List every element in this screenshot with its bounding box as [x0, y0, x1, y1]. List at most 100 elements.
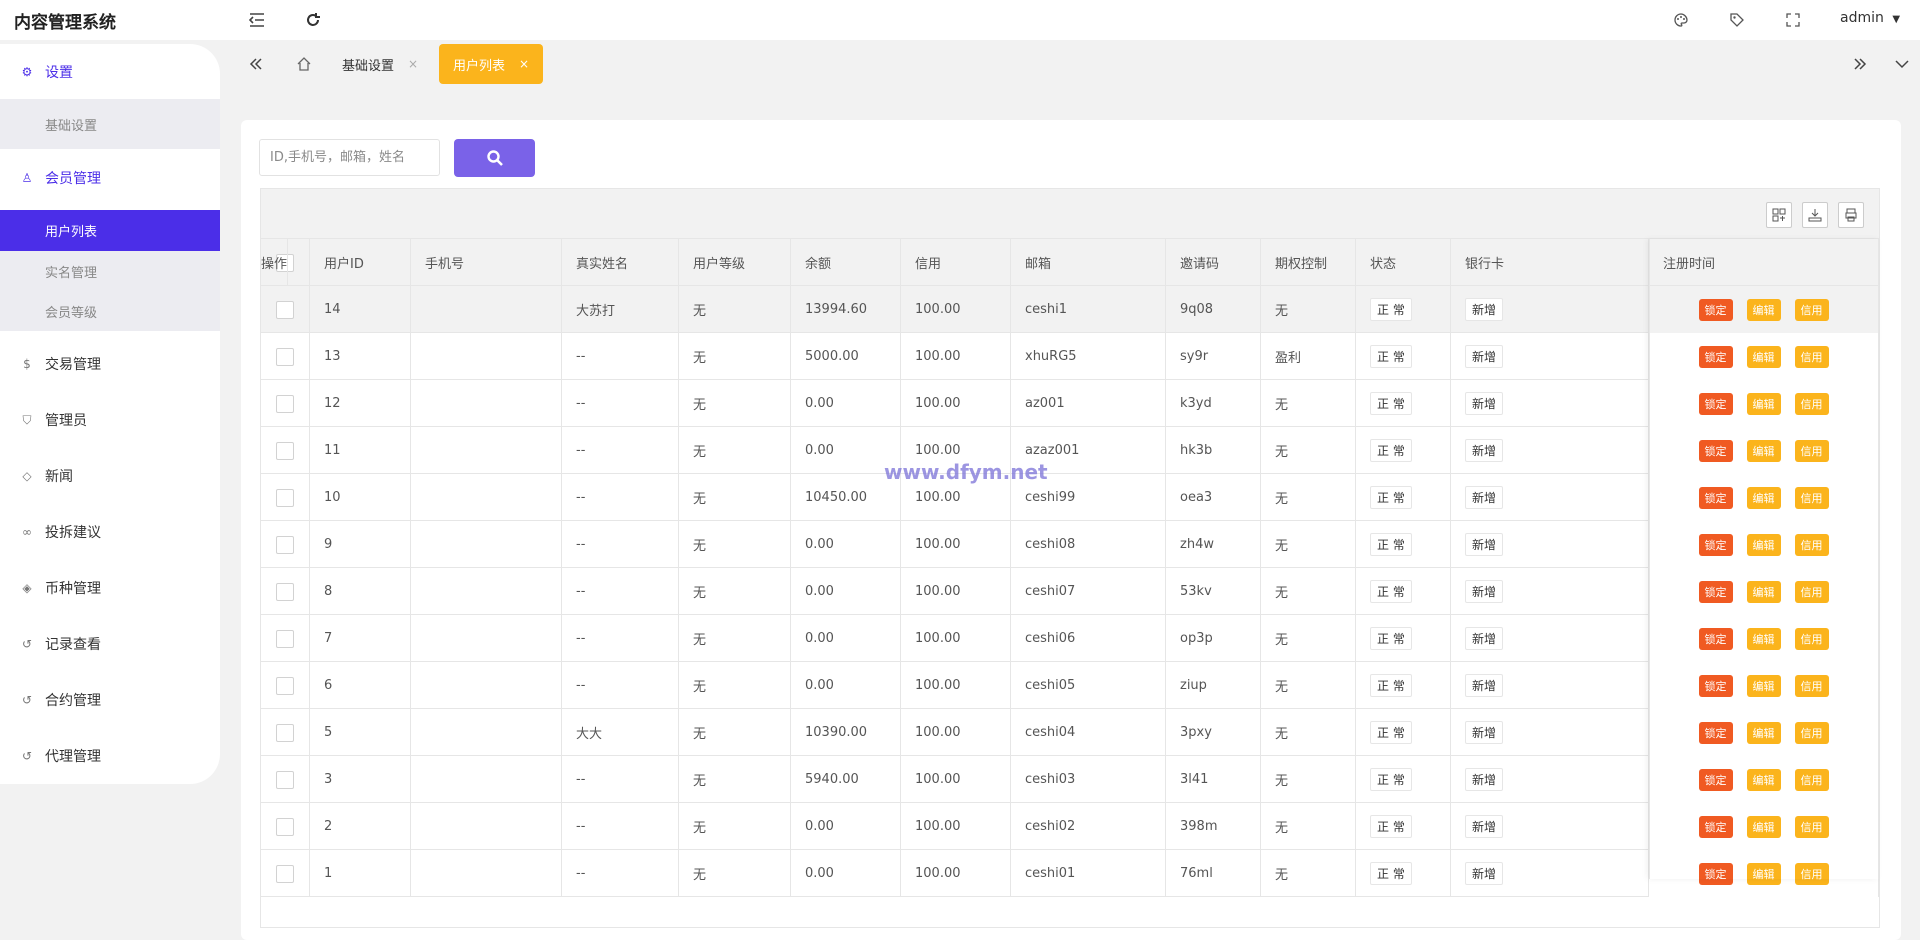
print-icon[interactable] [1838, 202, 1864, 228]
edit-button[interactable]: 编辑 [1746, 862, 1781, 885]
lock-button[interactable]: 锁定 [1698, 627, 1733, 650]
edit-button[interactable]: 编辑 [1746, 580, 1781, 603]
row-checkbox[interactable] [276, 347, 294, 366]
lock-button[interactable]: 锁定 [1698, 721, 1733, 744]
edit-button[interactable]: 编辑 [1746, 815, 1781, 838]
bank-card-badge[interactable]: 新增 [1465, 298, 1504, 321]
credit-button[interactable]: 信用 [1794, 862, 1829, 885]
column-header[interactable]: 真实姓名 [562, 239, 679, 286]
row-checkbox[interactable] [276, 582, 294, 601]
edit-button[interactable]: 编辑 [1746, 768, 1781, 791]
tag-icon[interactable] [1728, 11, 1746, 29]
edit-button[interactable]: 编辑 [1746, 627, 1781, 650]
tab-basic-settings[interactable]: 基础设置 × [328, 44, 432, 84]
lock-button[interactable]: 锁定 [1698, 768, 1733, 791]
column-header[interactable]: 信用 [901, 239, 1011, 286]
column-header[interactable]: 银行卡 [1451, 239, 1649, 286]
bank-card-badge[interactable]: 新增 [1465, 768, 1504, 791]
lock-button[interactable]: 锁定 [1698, 392, 1733, 415]
credit-button[interactable]: 信用 [1794, 533, 1829, 556]
close-icon[interactable]: × [408, 57, 419, 71]
user-menu[interactable]: admin ▼ [1840, 10, 1900, 26]
bank-card-badge[interactable]: 新增 [1465, 815, 1504, 838]
bank-card-badge[interactable]: 新增 [1465, 392, 1504, 415]
row-checkbox[interactable] [276, 723, 294, 742]
search-button[interactable] [454, 139, 535, 177]
row-checkbox[interactable] [276, 629, 294, 648]
fullscreen-icon[interactable] [1784, 11, 1802, 29]
column-header[interactable]: 期权控制 [1261, 239, 1356, 286]
sidebar-sub-0[interactable]: 用户列表 [0, 210, 220, 251]
lock-button[interactable]: 锁定 [1698, 439, 1733, 462]
sidebar-item-0[interactable]: ⚙ 设置 [0, 60, 220, 84]
sidebar-item-3[interactable]: ⛉ 管理员 [0, 408, 220, 432]
row-checkbox[interactable] [276, 488, 294, 507]
credit-button[interactable]: 信用 [1794, 486, 1829, 509]
column-header[interactable]: 操作 [261, 239, 289, 286]
column-header[interactable]: 注册时间 [1649, 239, 1879, 286]
bank-card-badge[interactable]: 新增 [1465, 345, 1504, 368]
home-icon[interactable] [292, 50, 316, 78]
column-header[interactable]: 邀请码 [1166, 239, 1261, 286]
bank-card-badge[interactable]: 新增 [1465, 580, 1504, 603]
credit-button[interactable]: 信用 [1794, 627, 1829, 650]
edit-button[interactable]: 编辑 [1746, 439, 1781, 462]
row-checkbox[interactable] [276, 676, 294, 695]
row-checkbox[interactable] [276, 817, 294, 836]
sidebar-item-6[interactable]: ◈ 币种管理 [0, 576, 220, 600]
sidebar-item-9[interactable]: ↺ 代理管理 [0, 744, 220, 768]
sidebar-item-2[interactable]: $ 交易管理 [0, 352, 220, 376]
palette-icon[interactable] [1672, 11, 1690, 29]
columns-icon[interactable] [1766, 202, 1792, 228]
lock-button[interactable]: 锁定 [1698, 345, 1733, 368]
refresh-icon[interactable] [304, 11, 322, 29]
menu-collapse-icon[interactable] [248, 11, 266, 29]
bank-card-badge[interactable]: 新增 [1465, 721, 1504, 744]
column-header[interactable]: 状态 [1356, 239, 1451, 286]
tab-user-list[interactable]: 用户列表 × [439, 44, 544, 84]
lock-button[interactable]: 锁定 [1698, 862, 1733, 885]
sidebar-item-1[interactable]: ♙ 会员管理 [0, 166, 220, 190]
row-checkbox[interactable] [276, 441, 294, 460]
lock-button[interactable]: 锁定 [1698, 815, 1733, 838]
row-checkbox[interactable] [276, 394, 294, 413]
credit-button[interactable]: 信用 [1794, 768, 1829, 791]
column-header[interactable]: 余额 [791, 239, 901, 286]
row-checkbox[interactable] [276, 300, 294, 319]
lock-button[interactable]: 锁定 [1698, 533, 1733, 556]
export-icon[interactable] [1802, 202, 1828, 228]
search-input[interactable] [259, 139, 440, 176]
edit-button[interactable]: 编辑 [1746, 392, 1781, 415]
column-header[interactable]: 用户ID [310, 239, 411, 286]
lock-button[interactable]: 锁定 [1698, 674, 1733, 697]
credit-button[interactable]: 信用 [1794, 815, 1829, 838]
lock-button[interactable]: 锁定 [1698, 298, 1733, 321]
lock-button[interactable]: 锁定 [1698, 486, 1733, 509]
edit-button[interactable]: 编辑 [1746, 345, 1781, 368]
credit-button[interactable]: 信用 [1794, 580, 1829, 603]
row-checkbox[interactable] [276, 864, 294, 883]
edit-button[interactable]: 编辑 [1746, 298, 1781, 321]
credit-button[interactable]: 信用 [1794, 345, 1829, 368]
credit-button[interactable]: 信用 [1794, 674, 1829, 697]
credit-button[interactable]: 信用 [1794, 721, 1829, 744]
column-header[interactable]: 邮箱 [1011, 239, 1166, 286]
edit-button[interactable]: 编辑 [1746, 674, 1781, 697]
close-icon[interactable]: × [519, 57, 530, 71]
chevron-down-icon[interactable] [1890, 50, 1914, 78]
bank-card-badge[interactable]: 新增 [1465, 674, 1504, 697]
sidebar-sub-basic-settings[interactable]: 基础设置 [0, 99, 220, 149]
edit-button[interactable]: 编辑 [1746, 486, 1781, 509]
lock-button[interactable]: 锁定 [1698, 580, 1733, 603]
column-header[interactable]: 用户等级 [679, 239, 791, 286]
sidebar-item-8[interactable]: ↺ 合约管理 [0, 688, 220, 712]
